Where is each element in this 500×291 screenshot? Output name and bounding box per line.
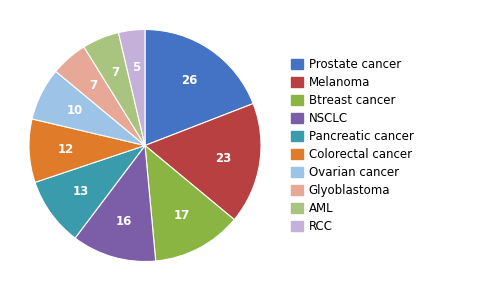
Text: 12: 12 bbox=[58, 143, 74, 156]
Text: 17: 17 bbox=[174, 209, 190, 222]
Text: 5: 5 bbox=[132, 61, 140, 74]
Wedge shape bbox=[118, 29, 145, 146]
Wedge shape bbox=[75, 146, 156, 262]
Text: 10: 10 bbox=[66, 104, 82, 117]
Text: 7: 7 bbox=[111, 66, 119, 79]
Text: 23: 23 bbox=[214, 152, 231, 165]
Wedge shape bbox=[32, 71, 145, 146]
Text: 16: 16 bbox=[115, 215, 132, 228]
Wedge shape bbox=[145, 29, 253, 146]
Text: 26: 26 bbox=[182, 74, 198, 87]
Wedge shape bbox=[35, 146, 145, 238]
Wedge shape bbox=[145, 104, 261, 220]
Text: 7: 7 bbox=[89, 79, 98, 93]
Text: 13: 13 bbox=[73, 185, 89, 198]
Wedge shape bbox=[145, 146, 234, 261]
Wedge shape bbox=[29, 119, 145, 182]
Legend: Prostate cancer, Melanoma, Btreast cancer, NSCLC, Pancreatic cancer, Colorectal : Prostate cancer, Melanoma, Btreast cance… bbox=[291, 58, 414, 233]
Wedge shape bbox=[56, 47, 145, 146]
Wedge shape bbox=[84, 33, 145, 146]
